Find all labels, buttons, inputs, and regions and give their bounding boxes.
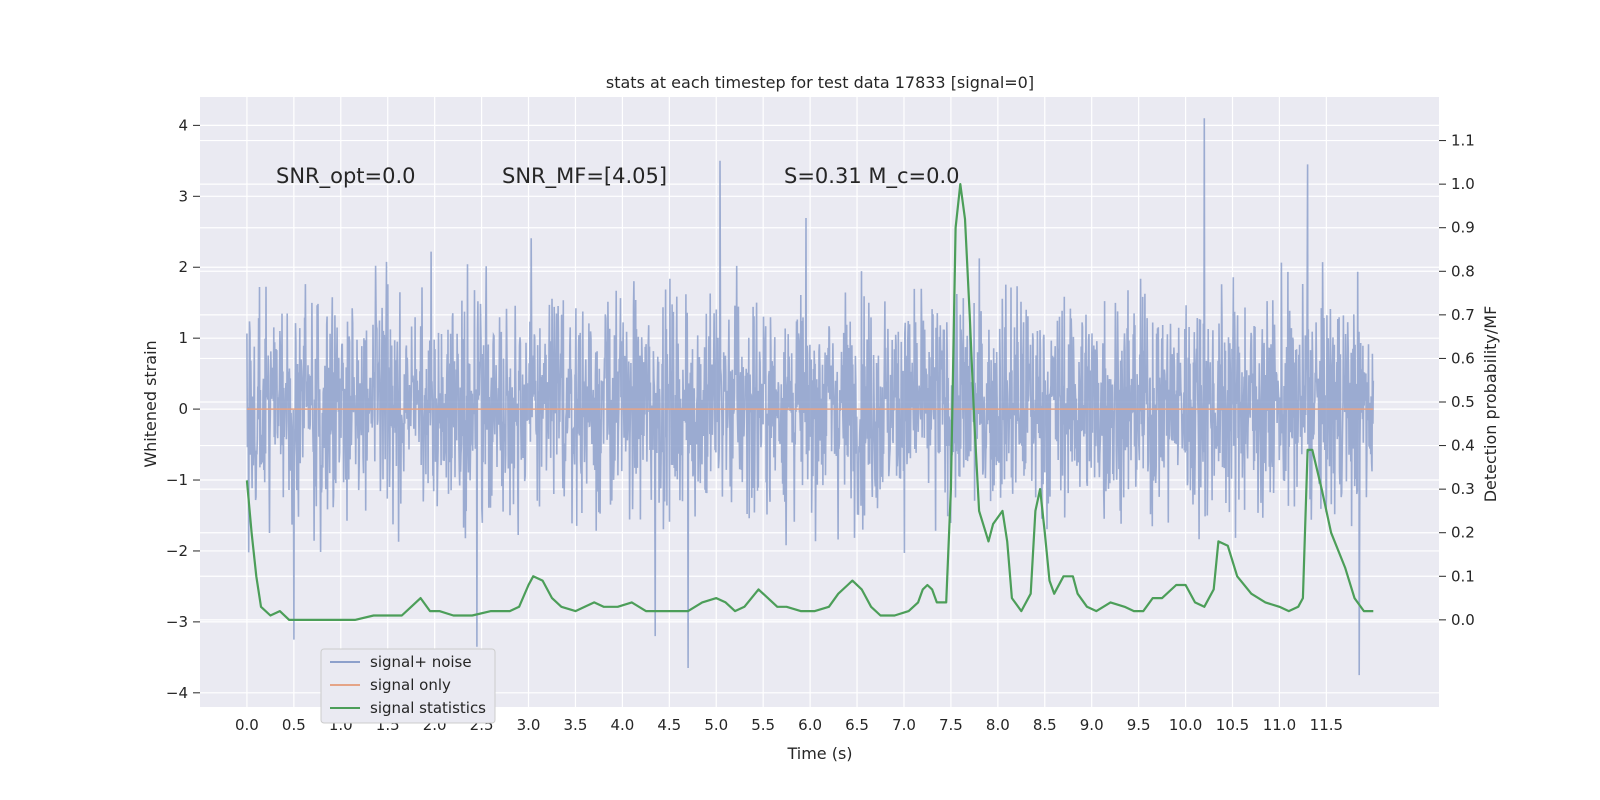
x-tick-label: 3.5 <box>564 716 588 734</box>
annotation-snr-opt: SNR_opt=0.0 <box>276 164 416 189</box>
x-tick-label: 4.5 <box>657 716 681 734</box>
y2-axis-title: Detection probability/MF <box>1481 306 1500 503</box>
legend: signal+ noise signal only signal statist… <box>320 648 496 724</box>
y2-tick-label: 0.5 <box>1451 393 1475 411</box>
x-tick-label: 8.0 <box>986 716 1010 734</box>
y-tick-label: −1 <box>166 471 188 489</box>
y-tick-label: 4 <box>178 116 188 134</box>
y2-tick-label: 0.4 <box>1451 437 1475 455</box>
x-tick-label: 6.0 <box>798 716 822 734</box>
signal-statistics-line <box>245 183 1374 621</box>
x-tick-label: 8.5 <box>1033 716 1057 734</box>
y-tick-label: −3 <box>166 613 188 631</box>
chart-title: stats at each timestep for test data 178… <box>606 73 1034 92</box>
x-tick-label: 0.0 <box>235 716 259 734</box>
y2-tick-label: 0.8 <box>1451 262 1475 280</box>
legend-box <box>320 648 496 724</box>
legend-label-signal-only: signal only <box>370 676 451 694</box>
x-tick-label: 9.5 <box>1127 716 1151 734</box>
y2-tick-label: 0.2 <box>1451 524 1475 542</box>
y2-tick-label: 1.1 <box>1451 132 1475 150</box>
annotations: SNR_opt=0.0 SNR_MF=[4.05] S=0.31 M_c=0.0 <box>276 164 960 189</box>
x-tick-label: 5.5 <box>751 716 775 734</box>
x-tick-label: 10.0 <box>1169 716 1202 734</box>
y-tick-label: 3 <box>178 187 188 205</box>
y2-tick-label: 0.0 <box>1451 611 1475 629</box>
signal-statistics-series-group <box>245 183 1374 621</box>
x-tick-label: 4.0 <box>610 716 634 734</box>
y-tick-label: 0 <box>178 400 188 418</box>
y-tick-label: −4 <box>166 684 188 702</box>
y-tick-label: −2 <box>166 542 188 560</box>
x-tick-label: 10.5 <box>1216 716 1249 734</box>
x-tick-label: 9.0 <box>1080 716 1104 734</box>
y2-tick-label: 0.3 <box>1451 480 1475 498</box>
x-tick-label: 11.5 <box>1310 716 1343 734</box>
y2-tick-label: 0.1 <box>1451 567 1475 585</box>
y2-tick-label: 0.9 <box>1451 219 1475 237</box>
y-tick-label: 2 <box>178 258 188 276</box>
x-tick-label: 0.5 <box>282 716 306 734</box>
x-tick-label: 5.0 <box>704 716 728 734</box>
legend-label-statistics: signal statistics <box>370 699 486 717</box>
x-tick-label: 7.0 <box>892 716 916 734</box>
y2-tick-label: 1.0 <box>1451 175 1475 193</box>
annotation-s-mc: S=0.31 M_c=0.0 <box>784 164 960 189</box>
x-tick-label: 6.5 <box>845 716 869 734</box>
x-tick-label: 3.0 <box>517 716 541 734</box>
x-tick-label: 11.0 <box>1263 716 1296 734</box>
x-tick-label: 7.5 <box>939 716 963 734</box>
x-axis-title: Time (s) <box>786 744 852 763</box>
y-axis-title: Whitened strain <box>141 340 160 467</box>
legend-label-noise: signal+ noise <box>370 653 472 671</box>
y2-tick-label: 0.6 <box>1451 349 1475 367</box>
y2-tick-label: 0.7 <box>1451 306 1475 324</box>
y-tick-label: 1 <box>178 329 188 347</box>
annotation-snr-mf: SNR_MF=[4.05] <box>502 164 667 189</box>
